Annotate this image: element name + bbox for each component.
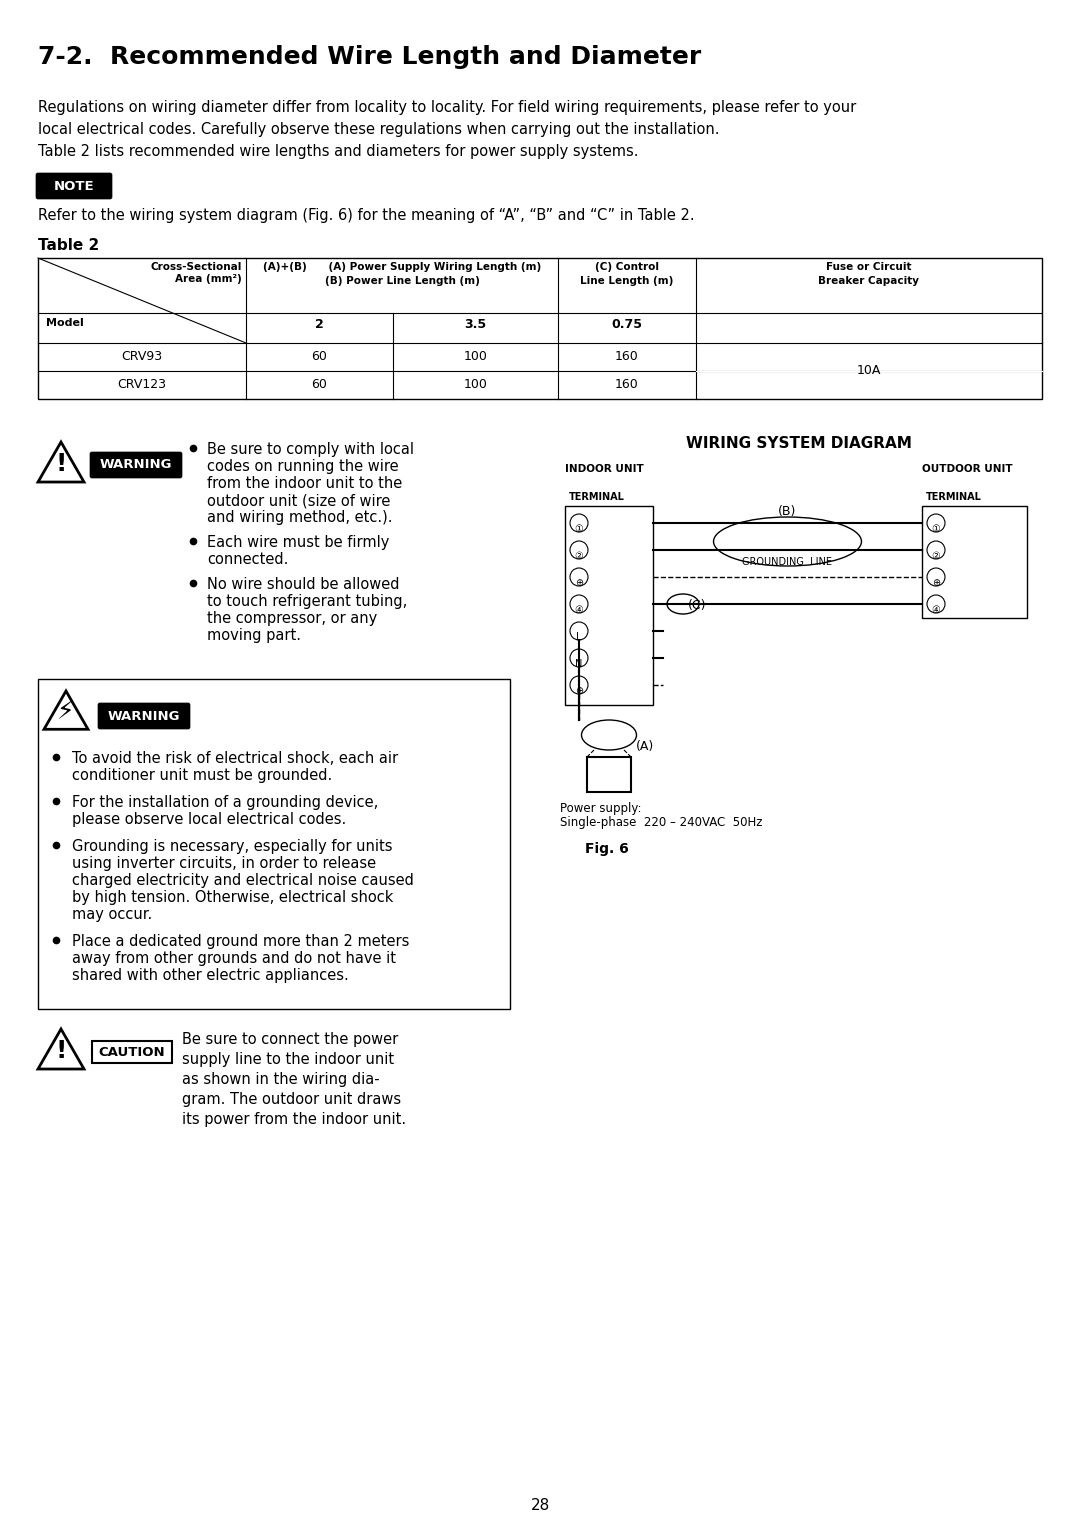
FancyBboxPatch shape [90,452,183,478]
Text: local electrical codes. Carefully observe these regulations when carrying out th: local electrical codes. Carefully observ… [38,122,719,138]
Text: ④: ④ [932,605,941,614]
Text: 7-2.  Recommended Wire Length and Diameter: 7-2. Recommended Wire Length and Diamete… [38,44,701,69]
Text: shared with other electric appliances.: shared with other electric appliances. [72,969,349,983]
Text: (C): (C) [688,599,706,613]
Text: Each wire must be firmly: Each wire must be firmly [207,535,390,550]
Text: !: ! [55,452,67,477]
Text: ④: ④ [575,605,583,614]
Text: ①: ① [932,524,941,533]
Text: connected.: connected. [207,552,288,567]
Text: ①: ① [575,524,583,533]
Text: ②: ② [932,552,941,561]
Text: Power supply:: Power supply: [561,802,642,814]
Text: WARNING: WARNING [108,709,180,723]
Text: ⊕: ⊕ [932,578,940,588]
Text: WIRING SYSTEM DIAGRAM: WIRING SYSTEM DIAGRAM [686,435,912,451]
Text: Line Length (m): Line Length (m) [580,277,674,286]
Text: 60: 60 [311,379,327,391]
Text: Area (mm²): Area (mm²) [175,274,242,284]
Text: outdoor unit (size of wire: outdoor unit (size of wire [207,494,390,507]
FancyBboxPatch shape [36,173,112,199]
Text: by high tension. Otherwise, electrical shock: by high tension. Otherwise, electrical s… [72,889,393,905]
Text: Be sure to comply with local: Be sure to comply with local [207,442,414,457]
Text: GROUNDING  LINE: GROUNDING LINE [743,558,833,567]
Text: please observe local electrical codes.: please observe local electrical codes. [72,811,347,827]
Text: its power from the indoor unit.: its power from the indoor unit. [183,1112,406,1128]
Text: Fuse or Circuit: Fuse or Circuit [826,261,912,272]
Text: Model: Model [46,318,84,329]
Text: ⊕: ⊕ [575,686,583,695]
Text: charged electricity and electrical noise caused: charged electricity and electrical noise… [72,872,414,888]
Text: Table 2: Table 2 [38,238,99,254]
Text: 3.5: 3.5 [464,318,487,332]
Text: N: N [576,659,583,669]
Text: Cross-Sectional: Cross-Sectional [150,261,242,272]
Text: from the indoor unit to the: from the indoor unit to the [207,477,402,490]
Text: Single-phase  220 – 240VAC  50Hz: Single-phase 220 – 240VAC 50Hz [561,816,762,830]
Text: supply line to the indoor unit: supply line to the indoor unit [183,1051,394,1067]
Text: may occur.: may occur. [72,908,152,921]
Text: Place a dedicated ground more than 2 meters: Place a dedicated ground more than 2 met… [72,934,409,949]
Text: ⚡: ⚡ [57,700,75,724]
Text: Be sure to connect the power: Be sure to connect the power [183,1031,399,1047]
Text: to touch refrigerant tubing,: to touch refrigerant tubing, [207,594,407,610]
Text: Grounding is necessary, especially for units: Grounding is necessary, especially for u… [72,839,392,854]
Text: OUTDOOR UNIT: OUTDOOR UNIT [922,465,1013,474]
Text: 0.75: 0.75 [611,318,643,332]
Text: and wiring method, etc.).: and wiring method, etc.). [207,510,392,526]
Text: codes on running the wire: codes on running the wire [207,458,399,474]
Text: 2: 2 [315,318,324,332]
Text: L: L [577,633,582,642]
Text: 160: 160 [616,379,639,391]
Text: INDOOR UNIT: INDOOR UNIT [565,465,644,474]
Text: No wire should be allowed: No wire should be allowed [207,578,400,591]
Text: (A)+(B)      (A) Power Supply Wiring Length (m): (A)+(B) (A) Power Supply Wiring Length (… [262,261,541,272]
Text: 100: 100 [463,350,487,364]
Text: Breaker Capacity: Breaker Capacity [819,277,919,286]
Text: CRV123: CRV123 [118,379,166,391]
Text: 160: 160 [616,350,639,364]
Text: (C) Control: (C) Control [595,261,659,272]
Text: CRV93: CRV93 [121,350,163,364]
Text: !: ! [55,1039,67,1063]
Text: the compressor, or any: the compressor, or any [207,611,377,626]
Text: ②: ② [575,552,583,561]
Text: TERMINAL: TERMINAL [569,492,625,503]
Text: gram. The outdoor unit draws: gram. The outdoor unit draws [183,1093,401,1106]
Text: (B): (B) [779,504,797,518]
Text: as shown in the wiring dia-: as shown in the wiring dia- [183,1073,380,1086]
FancyBboxPatch shape [98,703,190,729]
Text: WARNING: WARNING [99,458,172,472]
Text: moving part.: moving part. [207,628,301,643]
Text: using inverter circuits, in order to release: using inverter circuits, in order to rel… [72,856,376,871]
Text: Fig. 6: Fig. 6 [585,842,629,856]
Text: CAUTION: CAUTION [98,1045,165,1059]
Text: 60: 60 [311,350,327,364]
Text: 100: 100 [463,379,487,391]
Text: For the installation of a grounding device,: For the installation of a grounding devi… [72,795,378,810]
Text: Table 2 lists recommended wire lengths and diameters for power supply systems.: Table 2 lists recommended wire lengths a… [38,144,638,159]
Text: Regulations on wiring diameter differ from locality to locality. For field wirin: Regulations on wiring diameter differ fr… [38,99,856,115]
Text: To avoid the risk of electrical shock, each air: To avoid the risk of electrical shock, e… [72,750,399,766]
Text: 10A: 10A [856,365,881,377]
Text: away from other grounds and do not have it: away from other grounds and do not have … [72,950,396,966]
Text: NOTE: NOTE [54,179,94,193]
Text: Refer to the wiring system diagram (Fig. 6) for the meaning of “A”, “B” and “C” : Refer to the wiring system diagram (Fig.… [38,208,694,223]
Text: (B) Power Line Length (m): (B) Power Line Length (m) [325,277,480,286]
Text: TERMINAL: TERMINAL [926,492,982,503]
Text: 28: 28 [530,1497,550,1513]
Text: ⊕: ⊕ [575,578,583,588]
Text: (A): (A) [636,740,654,753]
Text: conditioner unit must be grounded.: conditioner unit must be grounded. [72,769,333,782]
